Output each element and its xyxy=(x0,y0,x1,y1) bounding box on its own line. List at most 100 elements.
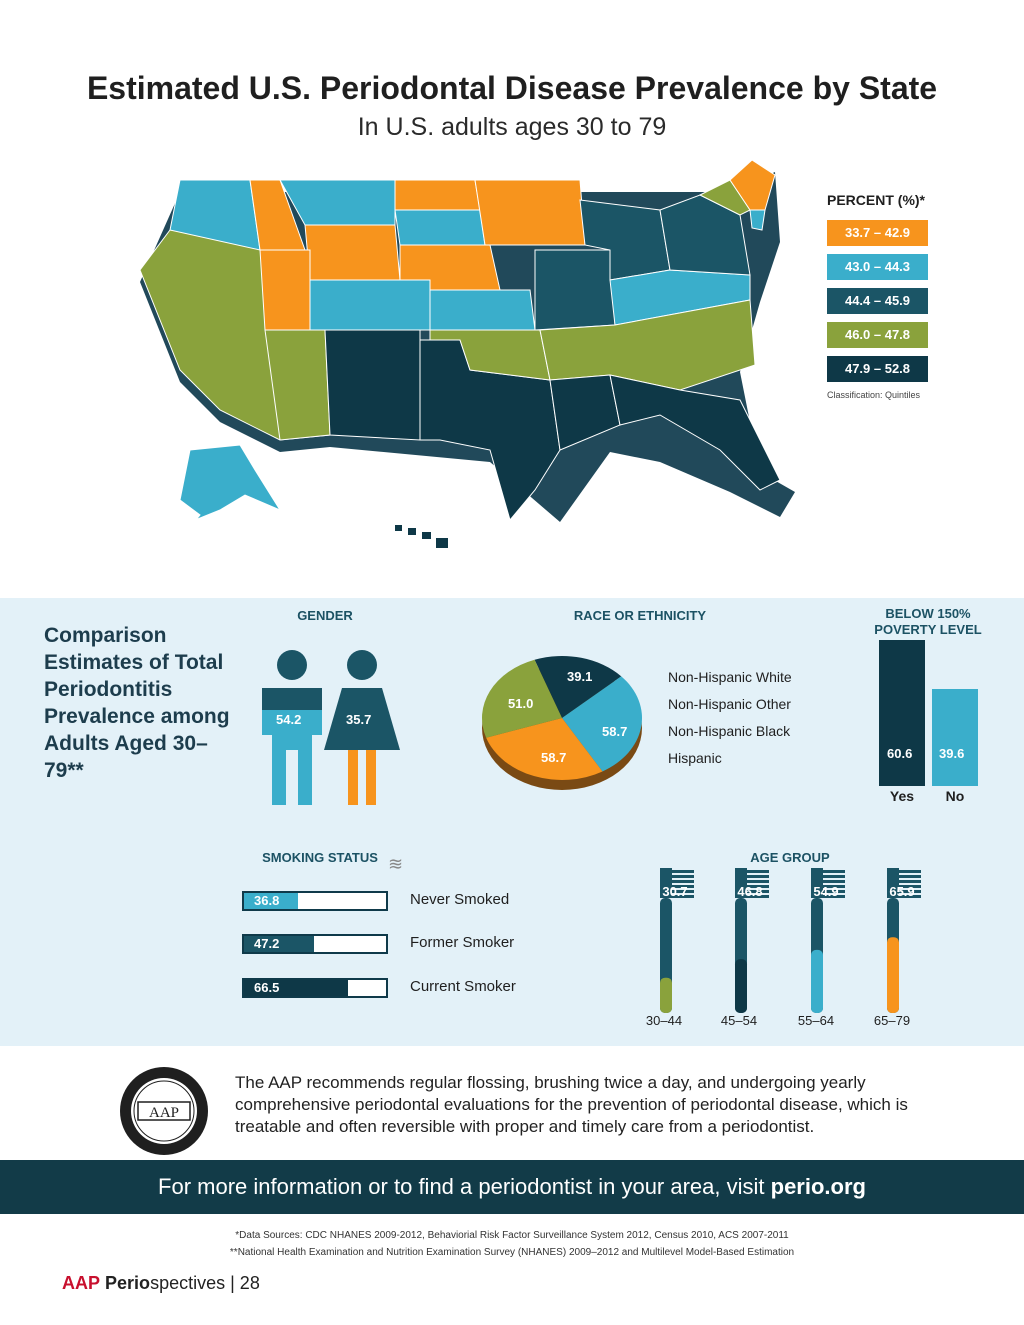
pie-slice xyxy=(482,659,562,738)
bristle xyxy=(823,890,845,893)
smoke-icon: ≋ xyxy=(388,854,404,874)
race-white-value: 39.1 xyxy=(567,669,593,684)
pie-slice xyxy=(562,676,642,772)
age-bar xyxy=(887,937,899,1013)
race-hispanic-value: 58.7 xyxy=(541,750,567,765)
page-number: | 28 xyxy=(230,1273,260,1293)
map-legend: PERCENT (%)* 33.7 – 42.9 43.0 – 44.3 44.… xyxy=(827,192,977,400)
bristle xyxy=(823,875,845,878)
smoking-bar: 66.5 xyxy=(242,978,388,998)
age-value: 54.9 xyxy=(813,884,839,899)
race-pie xyxy=(482,656,642,790)
brand-perio: Perio xyxy=(105,1273,151,1293)
pie-slice xyxy=(486,718,603,780)
gender-male-value: 54.2 xyxy=(276,712,302,727)
race-label-black: Non-Hispanic Black xyxy=(668,723,791,739)
age-category: 45–54 xyxy=(720,1013,758,1028)
race-label: RACE OR ETHNICITY xyxy=(573,608,707,623)
page-subtitle: In U.S. adults ages 30 to 79 xyxy=(357,113,667,141)
recommendation-text: The AAP recommends regular flossing, bru… xyxy=(235,1073,908,1136)
comparison-title: Comparison Estimates of Total Periodonti… xyxy=(44,624,230,782)
bristle xyxy=(823,885,845,888)
bristle xyxy=(899,890,921,893)
age-bar xyxy=(660,977,672,1013)
age-toothbrushes xyxy=(660,868,921,1013)
footer-text: For more information or to find a period… xyxy=(158,1174,771,1199)
bristle xyxy=(672,895,694,898)
poverty-label: BELOW 150% POVERTY LEVEL xyxy=(874,606,982,637)
bristle xyxy=(747,895,769,898)
smoking-value: 36.8 xyxy=(254,893,280,908)
legend-item: 43.0 – 44.3 xyxy=(827,254,928,280)
legend-item: 46.0 – 47.8 xyxy=(827,322,928,348)
svg-text:AAP: AAP xyxy=(149,1105,179,1121)
age-category: 55–64 xyxy=(797,1013,835,1028)
race-black-value: 58.7 xyxy=(602,724,628,739)
bristle xyxy=(672,875,694,878)
gender-figures xyxy=(262,650,400,805)
poverty-no-label: No xyxy=(945,788,965,804)
bristle xyxy=(899,880,921,883)
smoking-category: Current Smoker xyxy=(410,978,516,995)
age-value: 30.7 xyxy=(662,884,688,899)
age-value: 46.8 xyxy=(737,884,763,899)
toothbrush-head-icon xyxy=(735,868,747,898)
smoking-bar: 47.2 xyxy=(242,934,388,954)
source-note: *Data Sources: CDC NHANES 2009-2012, Beh… xyxy=(235,1230,789,1241)
bristle xyxy=(899,895,921,898)
bristle xyxy=(747,885,769,888)
smoking-fill xyxy=(244,893,298,909)
brand-footer: AAP Periospectives | 28 xyxy=(62,1273,260,1294)
toothbrush-head-icon xyxy=(811,868,823,898)
bristle xyxy=(672,880,694,883)
age-label: AGE GROUP xyxy=(750,850,830,865)
male-head-icon xyxy=(277,650,307,680)
smoking-value: 66.5 xyxy=(254,980,280,995)
female-body-icon xyxy=(324,688,400,750)
smoking-category: Never Smoked xyxy=(410,891,510,908)
gender-label: GENDER xyxy=(297,608,353,623)
footer-band: For more information or to find a period… xyxy=(0,1160,1024,1214)
age-category: 30–44 xyxy=(645,1013,683,1028)
bristle xyxy=(823,870,845,873)
bristle xyxy=(747,890,769,893)
legend-title: PERCENT (%)* xyxy=(827,192,926,208)
bristle xyxy=(899,885,921,888)
source-note: **National Health Examination and Nutrit… xyxy=(229,1247,795,1258)
toothbrush-head-icon xyxy=(660,868,672,898)
legend-item: 33.7 – 42.9 xyxy=(827,220,928,246)
legend-item: 44.4 – 45.9 xyxy=(827,288,928,314)
smoking-fill xyxy=(244,936,314,952)
race-other-value: 51.0 xyxy=(508,696,534,711)
bristle xyxy=(672,870,694,873)
poverty-yes-bar xyxy=(879,640,925,786)
bristle xyxy=(747,875,769,878)
page-title: Estimated U.S. Periodontal Disease Preva… xyxy=(86,70,938,106)
bristle xyxy=(899,870,921,873)
poverty-yes-value: 60.6 xyxy=(887,746,913,761)
bristle xyxy=(747,870,769,873)
legend-item: 47.9 – 52.8 xyxy=(827,356,928,382)
us-map xyxy=(140,159,795,548)
smoking-bar: 36.8 xyxy=(242,891,388,911)
smoking-value: 47.2 xyxy=(254,936,280,951)
smoking-fill xyxy=(244,980,348,996)
smoking-label: SMOKING STATUS xyxy=(262,850,378,865)
poverty-yes-label: Yes xyxy=(889,788,915,804)
aap-seal-logo: AAP xyxy=(120,1067,208,1155)
pie-slice xyxy=(534,656,622,718)
gender-female-value: 35.7 xyxy=(346,712,372,727)
bristle xyxy=(672,885,694,888)
female-head-icon xyxy=(347,650,377,680)
race-label-white: Non-Hispanic White xyxy=(668,669,792,685)
legend-note: Classification: Quintiles xyxy=(827,390,921,400)
smoking-category: Former Smoker xyxy=(410,934,515,951)
footer-link[interactable]: perio.org xyxy=(770,1174,866,1199)
age-bar xyxy=(811,949,823,1013)
race-label-hispanic: Hispanic xyxy=(668,750,722,766)
poverty-no-bar xyxy=(932,689,978,786)
poverty-no-value: 39.6 xyxy=(939,746,965,761)
bristle xyxy=(823,880,845,883)
toothbrush-head-icon xyxy=(887,868,899,898)
age-bar xyxy=(735,959,747,1013)
